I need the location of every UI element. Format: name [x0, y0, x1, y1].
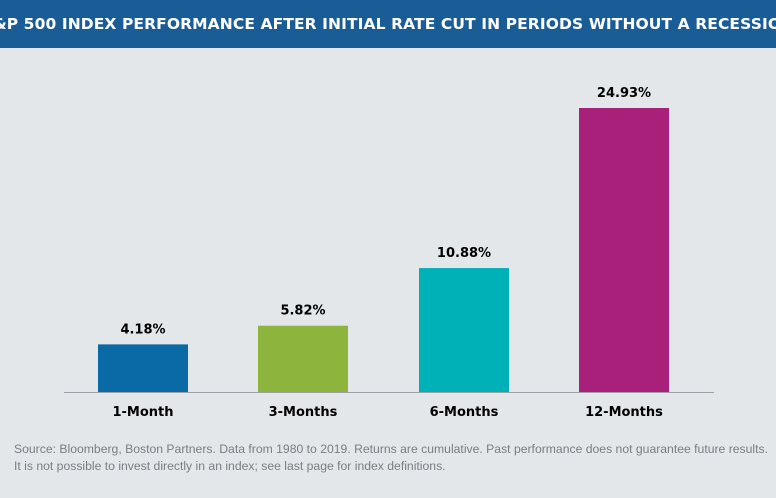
- bar-3-months: [258, 325, 348, 392]
- bar-6-months: [419, 268, 509, 392]
- value-label-3-months: 5.82%: [280, 304, 325, 319]
- title-bar: S&P 500 INDEX PERFORMANCE AFTER INITIAL …: [0, 0, 776, 48]
- chart-title: S&P 500 INDEX PERFORMANCE AFTER INITIAL …: [0, 15, 776, 33]
- category-label-1-month: 1-Month: [112, 405, 173, 420]
- source-line-2: It is not possible to invest directly in…: [14, 459, 446, 473]
- value-label-12-months: 24.93%: [597, 86, 651, 101]
- source-note: Source: Bloomberg, Boston Partners. Data…: [14, 441, 770, 475]
- category-label-12-months: 12-Months: [585, 405, 663, 420]
- value-label-6-months: 10.88%: [437, 246, 491, 261]
- source-line-1: Source: Bloomberg, Boston Partners. Data…: [14, 442, 769, 456]
- bar-1-month: [98, 344, 188, 392]
- category-label-6-months: 6-Months: [430, 405, 499, 420]
- bar-12-months: [579, 108, 669, 392]
- bar-chart: 4.18% 1-Month 5.82% 3-Months 10.88% 6-Months 2…: [64, 86, 714, 420]
- value-label-1-month: 4.18%: [120, 322, 165, 337]
- category-label-3-months: 3-Months: [269, 405, 338, 420]
